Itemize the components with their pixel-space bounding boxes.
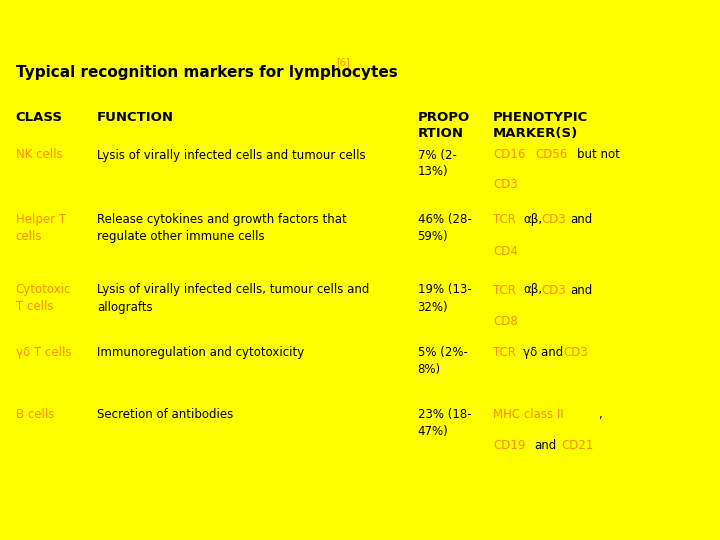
Text: CD16: CD16 — [493, 148, 526, 161]
Text: CD21: CD21 — [562, 439, 594, 452]
Text: γδ and: γδ and — [523, 346, 564, 359]
Text: 19% (13-
32%): 19% (13- 32%) — [418, 284, 472, 314]
Text: TCR: TCR — [493, 284, 516, 296]
Text: 23% (18-
47%): 23% (18- 47%) — [418, 408, 471, 438]
Text: CD56: CD56 — [535, 148, 567, 161]
Text: 46% (28-
59%): 46% (28- 59%) — [418, 213, 472, 244]
Text: and: and — [570, 213, 593, 226]
Text: CD3: CD3 — [564, 346, 588, 359]
Text: NK cells: NK cells — [16, 148, 63, 161]
Text: B cells: B cells — [16, 408, 54, 421]
Text: TCR: TCR — [493, 213, 516, 226]
Text: CD19: CD19 — [493, 439, 526, 452]
Text: 7% (2-
13%): 7% (2- 13%) — [418, 148, 456, 179]
Text: Release cytokines and growth factors that
regulate other immune cells: Release cytokines and growth factors tha… — [97, 213, 347, 244]
Text: MHC class II: MHC class II — [493, 408, 564, 421]
Text: Immunoregulation and cytotoxicity: Immunoregulation and cytotoxicity — [97, 346, 305, 359]
Text: FUNCTION: FUNCTION — [97, 111, 174, 124]
Text: Secretion of antibodies: Secretion of antibodies — [97, 408, 233, 421]
Text: PROPO
RTION: PROPO RTION — [418, 111, 470, 140]
Text: Lysis of virally infected cells and tumour cells: Lysis of virally infected cells and tumo… — [97, 148, 366, 161]
Text: CD4: CD4 — [493, 245, 518, 258]
Text: PHENOTYPIC
MARKER(S): PHENOTYPIC MARKER(S) — [493, 111, 588, 140]
Text: but not: but not — [577, 148, 620, 161]
Text: TCR: TCR — [493, 346, 516, 359]
Text: 5% (2%-
8%): 5% (2%- 8%) — [418, 346, 467, 376]
Text: Typical recognition markers for lymphocytes: Typical recognition markers for lymphocy… — [16, 65, 397, 80]
Text: γδ T cells: γδ T cells — [16, 346, 71, 359]
Text: CD8: CD8 — [493, 315, 518, 328]
Text: [6]: [6] — [336, 57, 350, 67]
Text: CLASS: CLASS — [16, 111, 63, 124]
Text: αβ,: αβ, — [523, 213, 543, 226]
Text: CD3: CD3 — [493, 178, 518, 191]
Text: CD3: CD3 — [541, 213, 566, 226]
Text: Helper T
cells: Helper T cells — [16, 213, 66, 244]
Text: Cytotoxic
T cells: Cytotoxic T cells — [16, 284, 71, 314]
Text: and: and — [534, 439, 557, 452]
Text: Lysis of virally infected cells, tumour cells and
allografts: Lysis of virally infected cells, tumour … — [97, 284, 369, 314]
Text: ,: , — [598, 408, 601, 421]
Text: and: and — [570, 284, 593, 296]
Text: CD3: CD3 — [541, 284, 566, 296]
Text: αβ,: αβ, — [523, 284, 543, 296]
